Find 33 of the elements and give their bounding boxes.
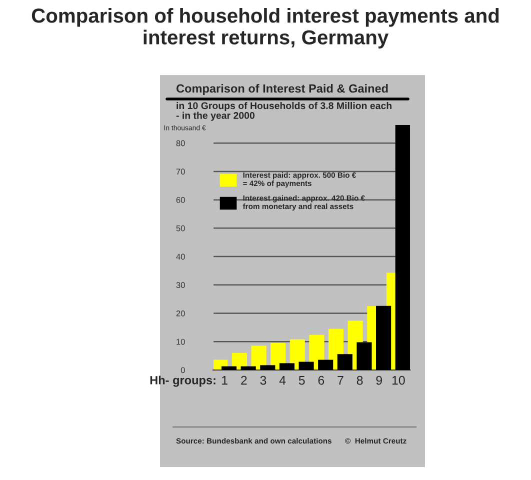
bar — [260, 365, 276, 370]
x-tick-label: 8 — [356, 376, 363, 385]
y-tick-label: 60 — [176, 197, 185, 203]
x-tick-label: 3 — [260, 376, 266, 385]
y-tick-label: 40 — [176, 254, 185, 260]
chart-title: Comparison of household interest payments and interest returns, Germany — [32, 8, 499, 48]
x-tick-label: 2 — [241, 376, 247, 385]
x-tick-label: 1 — [222, 376, 228, 385]
x-axis-title: Hh- groups: — [150, 376, 216, 387]
chart-subtitle: Comparison of Interest Paid & Gained — [176, 84, 388, 96]
bar — [337, 354, 352, 370]
bar — [222, 366, 237, 370]
x-tick-label: 7 — [338, 376, 344, 385]
x-tick-label: 4 — [279, 376, 286, 385]
y-tick-label: 80 — [176, 140, 185, 146]
annotation: in 10 Groups of Households of 3.8 Million each - in the year 2000 — [176, 102, 392, 121]
bar — [376, 306, 392, 370]
x-tick-label: 6 — [318, 376, 324, 385]
bar — [356, 342, 372, 370]
x-tick-label: 5 — [298, 376, 305, 385]
y-tick-label: 50 — [176, 225, 185, 232]
y-tick-label: 70 — [176, 168, 185, 175]
y-tick-label: 20 — [176, 310, 185, 316]
bar — [298, 362, 314, 370]
y-tick-label: 30 — [176, 282, 185, 288]
bar — [240, 366, 256, 370]
y-tick-label: 10 — [176, 338, 185, 345]
x-tick-label: 9 — [376, 376, 382, 385]
x-tick-label: 10 — [392, 376, 405, 385]
y-tick-label: 0 — [180, 367, 185, 374]
bar — [279, 363, 295, 370]
bar — [318, 360, 334, 370]
bar — [395, 124, 410, 370]
